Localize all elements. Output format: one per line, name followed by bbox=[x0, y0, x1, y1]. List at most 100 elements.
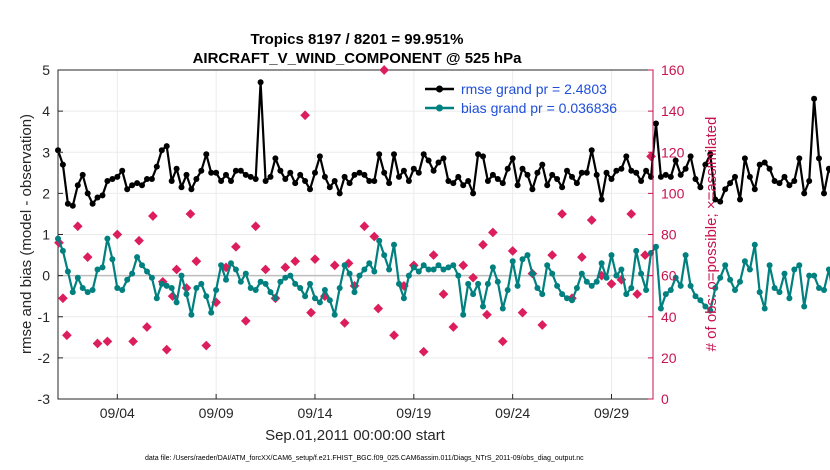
obs-count-marker bbox=[171, 264, 182, 275]
obs-count-marker bbox=[62, 330, 72, 341]
bias-point bbox=[692, 293, 699, 300]
rmse-point bbox=[643, 167, 650, 174]
rmse-point bbox=[74, 182, 81, 189]
rmse-point bbox=[64, 200, 71, 207]
obs-count-marker bbox=[640, 250, 650, 260]
bias-point bbox=[148, 274, 155, 281]
rmse-point bbox=[821, 190, 827, 197]
bias-point bbox=[672, 274, 679, 281]
rmse-point bbox=[613, 167, 620, 174]
rmse-point bbox=[405, 178, 412, 184]
rmse-point bbox=[816, 155, 822, 162]
rmse-point bbox=[450, 180, 457, 187]
y-right-tick-label: 160 bbox=[661, 62, 685, 78]
bias-point bbox=[381, 252, 388, 259]
rmse-point bbox=[425, 157, 432, 164]
rmse-point bbox=[633, 169, 640, 176]
rmse-point bbox=[267, 173, 274, 180]
bias-point bbox=[465, 280, 472, 287]
x-axis-ticks: 09/04 09/09 09/14 09/19 09/24 09/29 bbox=[100, 394, 629, 421]
obs-count-marker bbox=[58, 293, 68, 304]
rmse-point bbox=[509, 155, 516, 162]
rmse-point bbox=[677, 171, 684, 178]
rmse-point bbox=[124, 186, 131, 193]
rmse-point bbox=[391, 151, 397, 158]
rmse-point bbox=[99, 192, 106, 199]
bias-point bbox=[74, 274, 81, 281]
y-axis-right-ticks: 0 20 40 60 80 100 120 140 160 bbox=[648, 62, 685, 407]
obs-count-marker bbox=[373, 303, 384, 314]
rmse-point bbox=[287, 169, 294, 176]
bias-point bbox=[252, 287, 259, 293]
rmse-point bbox=[326, 184, 333, 191]
bias-point bbox=[396, 280, 402, 287]
bias-point bbox=[237, 278, 244, 285]
rmse-point bbox=[198, 167, 205, 174]
rmse-point bbox=[519, 165, 526, 172]
bias-point bbox=[420, 262, 427, 269]
bias-point bbox=[84, 289, 91, 296]
plot-gridlines bbox=[58, 69, 653, 400]
bias-point bbox=[307, 280, 313, 287]
rmse-point bbox=[297, 171, 304, 178]
bias-point bbox=[287, 272, 294, 279]
obs-count-marker bbox=[72, 221, 83, 232]
x-tick-label: 09/09 bbox=[199, 405, 234, 421]
bias-point bbox=[662, 291, 669, 298]
obs-count-marker bbox=[517, 307, 528, 318]
rmse-point bbox=[702, 161, 709, 168]
bias-point bbox=[94, 266, 101, 273]
bias-point bbox=[425, 266, 432, 273]
rmse-point bbox=[139, 182, 145, 189]
rmse-point bbox=[341, 173, 348, 180]
rmse-point bbox=[252, 176, 259, 182]
bias-point bbox=[262, 280, 269, 287]
rmse-point bbox=[134, 180, 141, 187]
rmse-point bbox=[262, 178, 269, 184]
bias-point bbox=[336, 285, 343, 291]
bias-point bbox=[727, 276, 734, 283]
bias-point bbox=[771, 285, 778, 291]
rmse-point bbox=[89, 200, 96, 207]
y-tick-label: 5 bbox=[42, 62, 50, 78]
bias-point bbox=[302, 293, 309, 300]
obs-count-marker bbox=[537, 320, 548, 330]
rmse-point bbox=[727, 180, 734, 187]
rmse-point bbox=[94, 194, 101, 201]
rmse-point bbox=[381, 169, 388, 176]
bias-point bbox=[583, 278, 590, 285]
rmse-point bbox=[277, 167, 284, 174]
rmse-point bbox=[746, 173, 753, 180]
rmse-point bbox=[751, 186, 758, 193]
bias-point bbox=[331, 311, 338, 318]
rmse-point bbox=[173, 165, 180, 172]
obs-count-marker bbox=[142, 322, 152, 332]
rmse-point bbox=[144, 176, 150, 182]
bias-point bbox=[188, 311, 195, 318]
rmse-point bbox=[766, 165, 773, 172]
obs-count-marker bbox=[201, 340, 212, 351]
bias-point bbox=[821, 287, 827, 293]
rmse-point bbox=[178, 184, 185, 191]
bias-point bbox=[786, 295, 793, 302]
rmse-point bbox=[351, 171, 358, 178]
bias-point bbox=[776, 289, 783, 296]
bias-point bbox=[756, 289, 763, 296]
rmse-point bbox=[109, 176, 116, 182]
rmse-point bbox=[524, 171, 531, 178]
bias-point bbox=[578, 270, 585, 277]
rmse-point bbox=[475, 151, 482, 158]
rmse-point bbox=[554, 176, 561, 182]
bias-point bbox=[643, 287, 650, 293]
rmse-point bbox=[435, 159, 442, 166]
chart-legend: rmse grand pr = 2.4803 bias grand pr = 0… bbox=[425, 81, 617, 116]
rmse-point bbox=[638, 178, 645, 184]
rmse-point bbox=[484, 178, 491, 184]
bias-point bbox=[203, 293, 210, 300]
bias-point bbox=[593, 278, 600, 285]
rmse-point bbox=[331, 178, 338, 184]
rmse-point bbox=[257, 79, 264, 86]
rmse-point bbox=[247, 173, 254, 180]
legend-bias-marker bbox=[436, 104, 443, 112]
rmse-point bbox=[430, 167, 437, 174]
